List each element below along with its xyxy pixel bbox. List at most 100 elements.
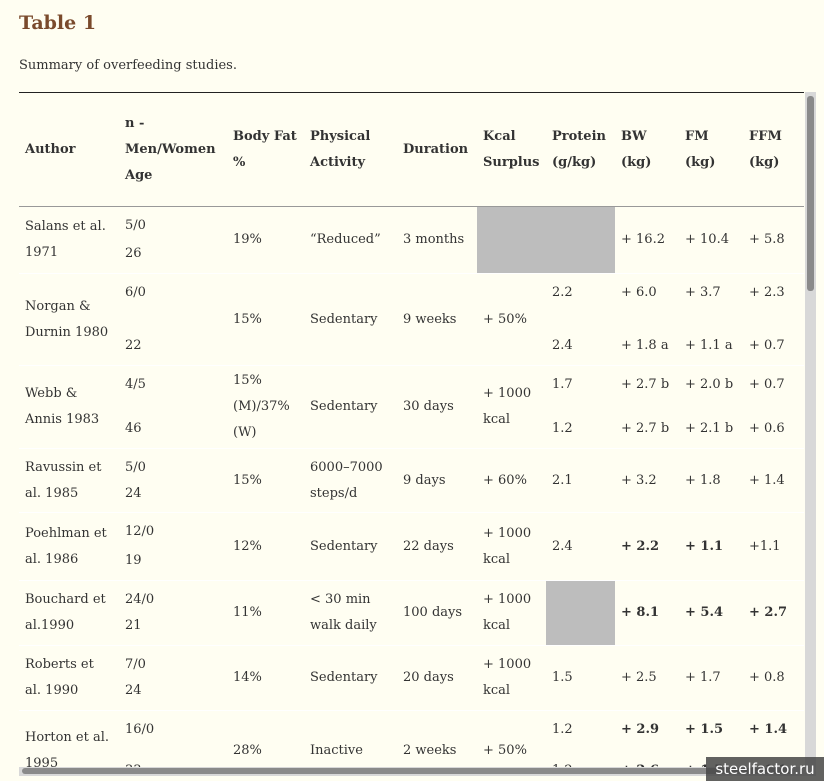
- cell: Salans et al. 1971: [19, 207, 119, 273]
- cell: + 2.2: [615, 513, 679, 580]
- cell-text: 5/0: [125, 218, 146, 233]
- cell-text: + 1.8 a: [621, 338, 669, 353]
- cell-text: + 0.7: [749, 338, 785, 353]
- cell-text: + 5.4: [685, 605, 724, 620]
- cell-text: 2.1: [552, 472, 573, 488]
- cell-text: 2.4: [552, 338, 573, 353]
- cell-text: Sedentary: [310, 399, 378, 414]
- scroll-thumb[interactable]: [22, 768, 792, 774]
- cell-text: Inactive: [310, 742, 363, 758]
- cell: 30 days: [397, 366, 477, 448]
- cell: + 1.5 + 1.5: [679, 711, 743, 769]
- table-caption: Summary of overfeeding studies.: [19, 58, 237, 73]
- table-row: Bouchard et al.1990 24/0 21 11% < 30 min wal…: [19, 581, 804, 646]
- cell: + 3.7 + 1.1 a: [679, 274, 743, 365]
- cell-text: 1.7: [552, 377, 573, 392]
- cell: + 1.7: [679, 646, 743, 710]
- cell: + 50%: [477, 711, 546, 769]
- cell-text: + 0.8: [749, 670, 785, 685]
- cell-text: 20 days: [403, 670, 454, 685]
- table-row: Poehlman et al. 1986 12/0 19 12% Sedentary 22…: [19, 513, 804, 581]
- header-text: BW (kg): [621, 128, 652, 170]
- cell-text: 24: [125, 486, 142, 501]
- cell: Ravussin et al. 1985: [19, 449, 119, 512]
- header-cell: Kcal Surplus: [477, 93, 546, 206]
- cell: Sedentary: [304, 513, 397, 580]
- cell: 11%: [227, 581, 304, 645]
- cell-text: + 1000 kcal: [483, 657, 532, 698]
- scroll-thumb[interactable]: [807, 96, 814, 291]
- watermark: steelfactor.ru: [706, 757, 824, 781]
- cell-text: 24/0: [125, 592, 155, 607]
- header-text: FFM (kg): [749, 128, 782, 170]
- cell-text: + 6.0: [621, 285, 657, 300]
- cell: + 1.8: [679, 449, 743, 512]
- cell-text: 21: [125, 618, 142, 633]
- cell: 3 months: [397, 207, 477, 273]
- cell-text: 14%: [233, 670, 262, 685]
- cell-text: 30 days: [403, 399, 454, 414]
- cell-text: + 3.7: [685, 285, 721, 300]
- cell-text: + 1.1 a: [685, 338, 733, 353]
- cell-text: 3 months: [403, 232, 465, 247]
- cell: [477, 207, 546, 273]
- cell-text: 1.2: [552, 421, 573, 436]
- cell: + 5.4: [679, 581, 743, 645]
- cell: + 2.9 + 2.6: [615, 711, 679, 769]
- cell: 2 weeks: [397, 711, 477, 769]
- cell-text: 2.4: [552, 538, 573, 554]
- cell-text: 16/0: [125, 722, 155, 737]
- cell-text: + 60%: [483, 472, 527, 488]
- cell-text: Horton et al. 1995: [25, 729, 110, 770]
- cell: + 1.4: [743, 449, 804, 512]
- header-text: Physical Activity: [310, 128, 371, 170]
- cell-text: 5/0: [125, 460, 146, 475]
- cell-text: Webb & Annis 1983: [25, 386, 100, 427]
- cell-text: 12/0: [125, 524, 155, 539]
- header-text: Duration: [403, 141, 469, 157]
- cell-text: + 2.6: [621, 758, 673, 769]
- cell-text: 2 weeks: [403, 742, 457, 758]
- cell: 7/0 24: [119, 646, 227, 710]
- cell-text: 6000–7000 steps/d: [310, 459, 383, 501]
- table-row: Ravussin et al. 1985 5/0 24 15% 6000–7000 st…: [19, 449, 804, 513]
- cell: 100 days: [397, 581, 477, 645]
- cell-text: 1.2: [552, 722, 573, 737]
- cell: + 0.8: [743, 646, 804, 710]
- cell: + 1000 kcal: [477, 581, 546, 645]
- header-line: Men/Women: [125, 141, 216, 157]
- cell: + 16.2: [615, 207, 679, 273]
- cell-text: 2.2: [552, 285, 573, 300]
- cell: 24/0 21: [119, 581, 227, 645]
- header-row: Author n - Men/Women Age Body Fat % Physical …: [19, 93, 804, 207]
- cell-text: + 1.1: [685, 538, 724, 554]
- cell-text: + 2.3: [749, 285, 785, 300]
- cell: [546, 581, 615, 645]
- cell-text: + 1.4: [749, 722, 788, 737]
- cell: + 3.2: [615, 449, 679, 512]
- cell-text: + 2.7 b: [621, 421, 670, 436]
- header-line: n -: [125, 115, 145, 131]
- cell-text: + 1.8: [685, 472, 721, 488]
- cell: Inactive: [304, 711, 397, 769]
- cell-text: + 2.7 b: [621, 377, 670, 392]
- header-text: FM (kg): [685, 128, 716, 170]
- vertical-scrollbar[interactable]: [805, 92, 816, 768]
- cell: + 2.3 + 0.7: [743, 274, 804, 365]
- cell: Bouchard et al.1990: [19, 581, 119, 645]
- cell: + 60%: [477, 449, 546, 512]
- cell-text: + 0.6: [749, 421, 785, 436]
- header-cell: Protein (g/kg): [546, 93, 615, 206]
- cell-text: + 2.9: [621, 722, 660, 737]
- cell-text: Norgan & Durnin 1980: [25, 298, 109, 340]
- cell-text: 22: [125, 338, 142, 353]
- cell: + 1000 kcal: [477, 646, 546, 710]
- cell-text: Sedentary: [310, 311, 378, 327]
- cell: 5/0 24: [119, 449, 227, 512]
- cell: 12%: [227, 513, 304, 580]
- cell: 1.5: [546, 646, 615, 710]
- cell: + 1.1: [679, 513, 743, 580]
- header-cell: Duration: [397, 93, 477, 206]
- cell: Sedentary: [304, 366, 397, 448]
- cell-text: 7/0: [125, 657, 146, 672]
